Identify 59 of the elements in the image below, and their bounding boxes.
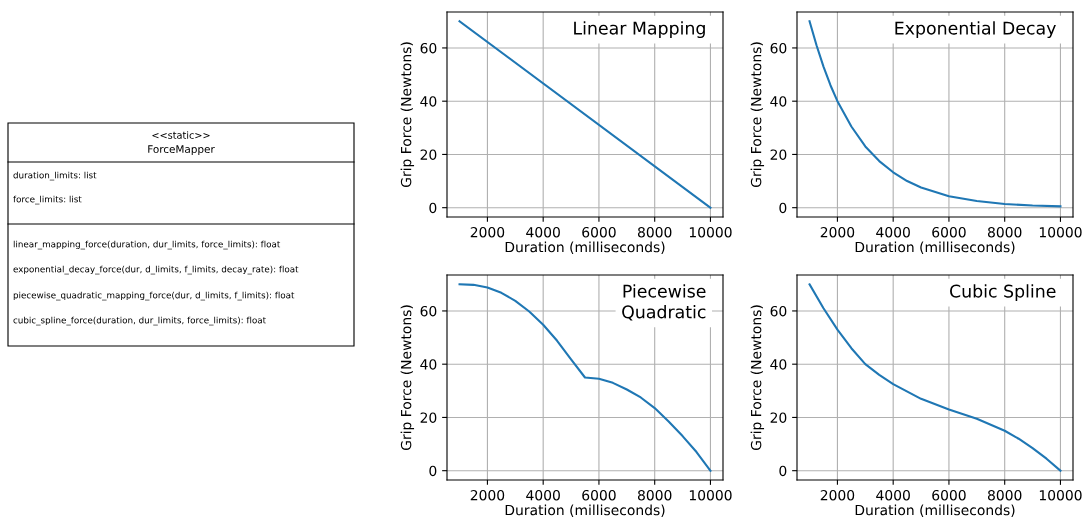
- text: Exponential Decay: [895, 21, 1056, 39]
- text: duration_limits: list: [13, 171, 97, 181]
- y-tick-label: 60: [420, 42, 437, 54]
- y-tick-label: 20: [770, 149, 787, 160]
- y-tick-label: 0: [429, 202, 437, 214]
- x-tick-label: 4000: [526, 489, 560, 501]
- text: ForceMapper: [148, 145, 215, 156]
- x-axis-title: Duration (milliseconds): [505, 241, 665, 254]
- x-tick-label: 10000: [1039, 489, 1082, 501]
- y-axis-title: Grip Force (Newtons): [750, 42, 765, 188]
- y-tick-label: 20: [770, 412, 787, 423]
- y-axis-title: Grip Force (Newtons): [400, 42, 415, 188]
- x-axis-title: Duration (milliseconds): [505, 504, 665, 517]
- x-tick-label: 6000: [932, 489, 966, 501]
- line-series: [458, 283, 712, 472]
- text: Linear Mapping: [574, 21, 705, 39]
- y-tick-label: 20: [420, 412, 437, 423]
- y-tick-label: 0: [779, 202, 787, 214]
- x-tick-label: 8000: [987, 226, 1022, 238]
- line-series: [808, 283, 1062, 472]
- y-tick-label: 40: [770, 359, 787, 370]
- x-tick-label: 2000: [470, 489, 505, 501]
- x-tick-label: 6000: [932, 226, 966, 238]
- y-tick-label: 60: [770, 305, 787, 317]
- x-tick-label: 6000: [582, 489, 616, 501]
- y-tick-label: 40: [770, 96, 787, 107]
- x-tick-label: 4000: [876, 489, 910, 501]
- y-axis-title: Grip Force (Newtons): [400, 305, 415, 451]
- text: exponential_decay_force(dur, d_limits, f_limits, decay_rate): float: [13, 265, 299, 275]
- x-axis-title: Duration (milliseconds): [855, 504, 1015, 517]
- x-tick-label: 8000: [637, 489, 672, 501]
- y-tick-label: 60: [770, 42, 787, 54]
- text: <<static>>: [152, 131, 210, 139]
- x-axis-title: Duration (milliseconds): [855, 241, 1015, 254]
- y-tick-label: 40: [420, 359, 437, 370]
- y-tick-label: 40: [420, 96, 437, 107]
- x-tick-label: 2000: [470, 226, 505, 238]
- x-tick-label: 4000: [876, 226, 910, 238]
- x-tick-label: 4000: [526, 226, 560, 238]
- text: force_limits: list: [13, 195, 82, 205]
- text: piecewise_quadratic_mapping_force(dur, d_limits, f_limits): float: [13, 291, 295, 301]
- y-tick-label: 0: [429, 465, 437, 477]
- x-tick-label: 2000: [820, 226, 855, 238]
- x-tick-label: 6000: [582, 226, 616, 238]
- y-tick-label: 60: [420, 305, 437, 317]
- x-tick-label: 10000: [1039, 226, 1082, 238]
- y-axis-title: Grip Force (Newtons): [750, 305, 765, 451]
- text: cubic_spline_force(duration, dur_limits, force_limits): float: [13, 316, 266, 326]
- x-tick-label: 8000: [987, 489, 1022, 501]
- y-tick-label: 0: [779, 465, 787, 477]
- x-tick-label: 2000: [820, 489, 855, 501]
- text: Cubic Spline: [950, 284, 1056, 302]
- y-tick-label: 20: [420, 149, 437, 160]
- x-tick-label: 10000: [689, 489, 732, 501]
- text: Piecewise Quadratic: [622, 284, 706, 321]
- line-series: [808, 20, 1062, 208]
- x-tick-label: 10000: [689, 226, 732, 238]
- text: linear_mapping_force(duration, dur_limits, force_limits): float: [13, 240, 281, 250]
- x-tick-label: 8000: [637, 226, 672, 238]
